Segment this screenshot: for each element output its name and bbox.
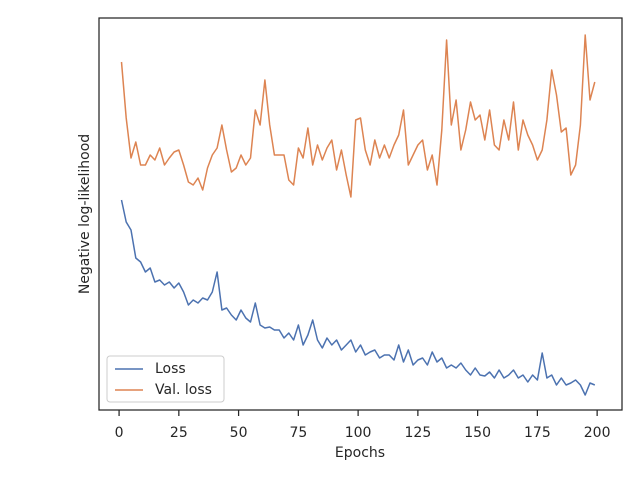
plot-frame [98,17,623,411]
x-tick-label: 125 [405,425,432,441]
legend-label: Loss [155,361,186,377]
y-axis-label: Negative log-likelihood [77,134,93,294]
x-tick-label: 200 [584,425,611,441]
x-tick-label: 75 [289,425,307,441]
x-axis-label: Epochs [335,445,385,461]
x-tick-label: 50 [230,425,248,441]
x-tick-label: 150 [464,425,491,441]
series-line [120,34,596,198]
x-tick-label: 100 [345,425,372,441]
x-tick-label: 25 [170,425,188,441]
legend-label: Val. loss [155,382,212,398]
x-tick-label: 175 [524,425,551,441]
x-tick-label: 0 [115,425,124,441]
series-line [120,199,596,396]
